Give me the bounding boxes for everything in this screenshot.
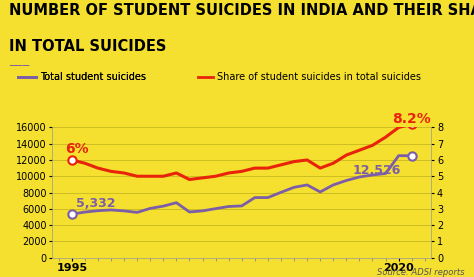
Text: ───: ─── [9,61,34,71]
Text: Source: ADSI reports: Source: ADSI reports [377,268,465,277]
Legend: Total student suicides: Total student suicides [14,69,149,86]
Text: IN TOTAL SUICIDES: IN TOTAL SUICIDES [9,39,167,54]
Text: 8.2%: 8.2% [392,112,431,125]
Text: 5,332: 5,332 [76,197,115,210]
Legend: Share of student suicides in total suicides: Share of student suicides in total suici… [194,69,425,86]
Text: 12,526: 12,526 [353,164,401,177]
Text: NUMBER OF STUDENT SUICIDES IN INDIA AND THEIR SHARE: NUMBER OF STUDENT SUICIDES IN INDIA AND … [9,3,474,18]
Text: 6%: 6% [65,142,89,156]
